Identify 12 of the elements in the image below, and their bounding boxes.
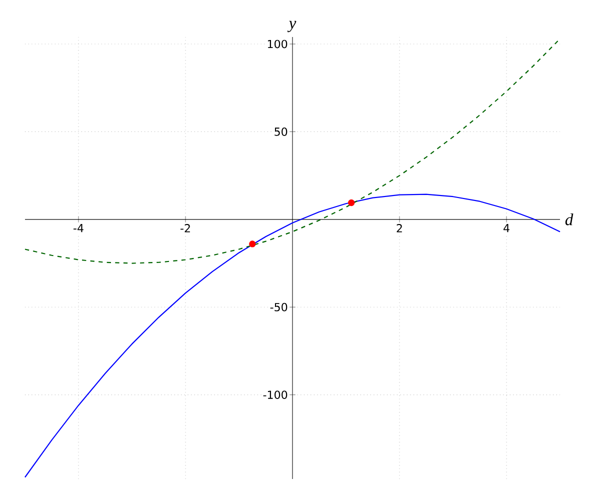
x-tick-label: -2 [180, 224, 190, 232]
y-axis-title: y [287, 20, 296, 32]
y-tick-label: -100 [263, 390, 288, 399]
line-series [24, 194, 561, 478]
x-tick-label: 2 [396, 224, 402, 232]
y-tick-label: -50 [270, 302, 288, 312]
y-tick-label: 100 [268, 40, 288, 48]
x-tick-label: -4 [74, 224, 84, 232]
x-axis-title: d [565, 214, 574, 226]
x-tick-label: 4 [504, 224, 510, 232]
line-series [24, 38, 561, 264]
y-tick-label: 50 [274, 128, 288, 136]
